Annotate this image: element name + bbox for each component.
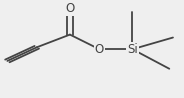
Text: O: O	[95, 43, 104, 56]
Text: Si: Si	[127, 43, 138, 56]
Text: O: O	[65, 2, 75, 15]
